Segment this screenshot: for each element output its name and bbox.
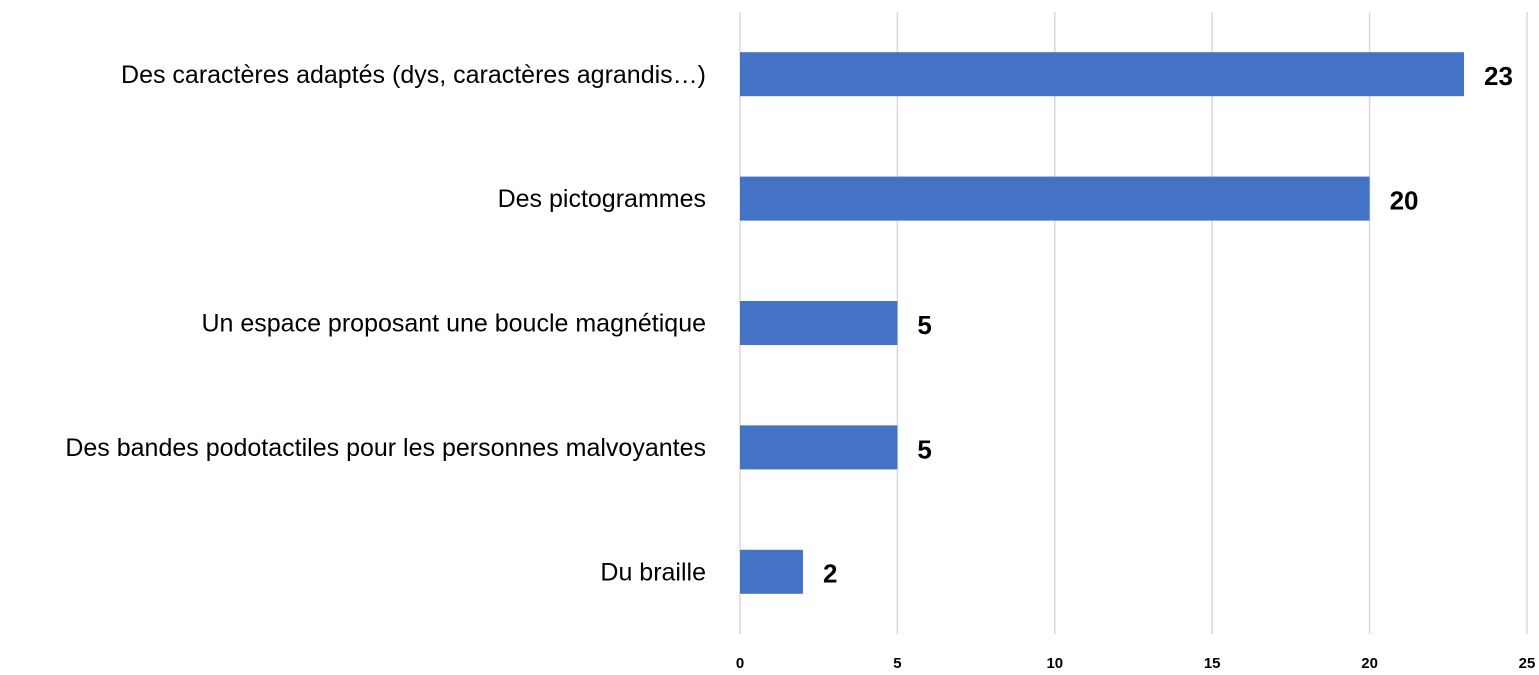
bar <box>740 425 898 470</box>
y-tick-label: Des caractères adaptés (dys, caractères … <box>121 61 706 89</box>
bar <box>740 301 898 345</box>
data-label: 23 <box>1484 61 1513 91</box>
data-label: 20 <box>1390 185 1419 215</box>
x-tick-label: 0 <box>736 655 744 672</box>
data-label: 5 <box>917 310 931 340</box>
data-label: 2 <box>823 559 837 589</box>
y-tick-label: Des bandes podotactiles pour les personn… <box>65 434 706 462</box>
bar <box>740 549 803 594</box>
x-tick-label: 25 <box>1519 655 1536 672</box>
x-tick-label: 10 <box>1046 655 1063 672</box>
data-label: 5 <box>917 434 931 464</box>
bar <box>740 52 1465 97</box>
x-tick-label: 15 <box>1204 655 1221 672</box>
x-tick-label: 20 <box>1361 655 1378 672</box>
x-tick-label: 5 <box>893 655 901 672</box>
y-tick-label: Un espace proposant une boucle magnétiqu… <box>201 310 706 338</box>
bar <box>740 176 1370 221</box>
y-tick-label: Du braille <box>600 558 706 586</box>
y-tick-label: Des pictogrammes <box>498 185 706 213</box>
